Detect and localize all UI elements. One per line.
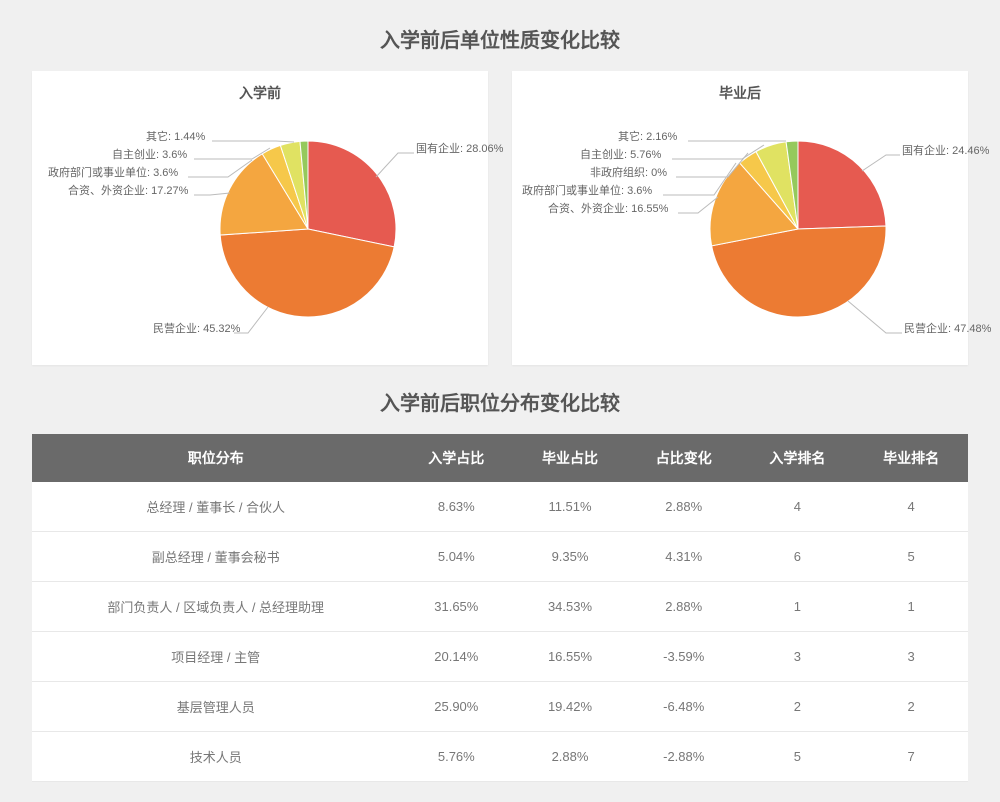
pie-label: 民营企业: 47.48% [904, 323, 991, 336]
table-cell: 5.04% [399, 532, 513, 582]
position-table: 职位分布入学占比毕业占比占比变化入学排名毕业排名 总经理 / 董事长 / 合伙人… [32, 434, 968, 782]
table-cell: 11.51% [513, 482, 627, 532]
table-cell: 总经理 / 董事长 / 合伙人 [32, 482, 399, 532]
leader-line [862, 155, 900, 171]
table-cell: 9.35% [513, 532, 627, 582]
table-cell: 副总经理 / 董事会秘书 [32, 532, 399, 582]
pie-label: 国有企业: 28.06% [416, 143, 503, 156]
table-cell: 6 [741, 532, 855, 582]
leader-line [376, 153, 414, 177]
pie-slice [220, 229, 394, 317]
table-row: 项目经理 / 主管20.14%16.55%-3.59%33 [32, 632, 968, 682]
table-cell: 16.55% [513, 632, 627, 682]
page-root: 入学前后单位性质变化比较 入学前 国有企业: 28.06% 民营企业: 45.32… [0, 0, 1000, 802]
table-cell: 1 [741, 582, 855, 632]
table-cell: 2 [741, 682, 855, 732]
pie-slice [798, 141, 886, 229]
leader-line [194, 193, 230, 195]
pie-slice [308, 141, 396, 247]
table-header-cell: 入学排名 [741, 434, 855, 482]
table-cell: 2 [854, 682, 968, 732]
table-cell: 3 [854, 632, 968, 682]
table-cell: 5 [854, 532, 968, 582]
chart-title-before: 入学前 [38, 83, 482, 103]
table-cell: 31.65% [399, 582, 513, 632]
table-cell: 5.76% [399, 732, 513, 782]
table-cell: 8.63% [399, 482, 513, 532]
table-head: 职位分布入学占比毕业占比占比变化入学排名毕业排名 [32, 434, 968, 482]
table-header-cell: 毕业排名 [854, 434, 968, 482]
table-cell: 7 [854, 732, 968, 782]
table-cell: 2.88% [513, 732, 627, 782]
table-cell: 5 [741, 732, 855, 782]
pie-label: 国有企业: 24.46% [902, 145, 989, 158]
table-body: 总经理 / 董事长 / 合伙人8.63%11.51%2.88%44副总经理 / … [32, 482, 968, 782]
table-cell: 20.14% [399, 632, 513, 682]
table-row: 总经理 / 董事长 / 合伙人8.63%11.51%2.88%44 [32, 482, 968, 532]
table-header-cell: 毕业占比 [513, 434, 627, 482]
table-header-cell: 入学占比 [399, 434, 513, 482]
pie-chart-before: 国有企业: 28.06%民营企业: 45.32%合资、外资企业: 17.27%政… [38, 111, 482, 351]
pie-label: 其它: 1.44% [146, 131, 205, 144]
table-cell: 3 [741, 632, 855, 682]
table-cell: 基层管理人员 [32, 682, 399, 732]
leader-line [848, 301, 902, 333]
table-row: 部门负责人 / 区域负责人 / 总经理助理31.65%34.53%2.88%11 [32, 582, 968, 632]
table-cell: 部门负责人 / 区域负责人 / 总经理助理 [32, 582, 399, 632]
table-cell: -3.59% [627, 632, 741, 682]
table-cell: 2.88% [627, 482, 741, 532]
pie-label: 自主创业: 5.76% [580, 149, 661, 162]
charts-row: 入学前 国有企业: 28.06% 民营企业: 45.32% 合资、外资企业: 17.… [32, 71, 968, 365]
chart-panel-before: 入学前 国有企业: 28.06%民营企业: 45.32%合资、外资企业: 17.… [32, 71, 488, 365]
pie-chart-after: 国有企业: 24.46%民营企业: 47.48%合资、外资企业: 16.55%政… [518, 111, 962, 351]
table-cell: -6.48% [627, 682, 741, 732]
table-cell: 19.42% [513, 682, 627, 732]
table-cell: 4.31% [627, 532, 741, 582]
table-row: 技术人员5.76%2.88%-2.88%57 [32, 732, 968, 782]
table-cell: 4 [741, 482, 855, 532]
section1-title: 入学前后单位性质变化比较 [32, 24, 968, 53]
table-cell: 1 [854, 582, 968, 632]
table-cell: 25.90% [399, 682, 513, 732]
table-cell: 4 [854, 482, 968, 532]
pie-label: 民营企业: 45.32% [153, 323, 240, 336]
table-cell: 技术人员 [32, 732, 399, 782]
pie-label: 政府部门或事业单位: 3.6% [48, 167, 178, 180]
table-cell: 2.88% [627, 582, 741, 632]
table-header-cell: 占比变化 [627, 434, 741, 482]
pie-label: 合资、外资企业: 16.55% [548, 203, 668, 216]
table-header-cell: 职位分布 [32, 434, 399, 482]
table-cell: 34.53% [513, 582, 627, 632]
chart-title-after: 毕业后 [518, 83, 962, 103]
pie-label: 非政府组织: 0% [590, 167, 667, 180]
pie-label: 政府部门或事业单位: 3.6% [522, 185, 652, 198]
table-row: 副总经理 / 董事会秘书5.04%9.35%4.31%65 [32, 532, 968, 582]
chart-panel-after: 毕业后 国有企业: 24.46%民营企业: 47.48%合资、外资企业: 16.… [512, 71, 968, 365]
table-cell: 项目经理 / 主管 [32, 632, 399, 682]
pie-label: 自主创业: 3.6% [112, 149, 187, 162]
pie-label: 其它: 2.16% [618, 131, 677, 144]
pie-label: 合资、外资企业: 17.27% [68, 185, 188, 198]
table-cell: -2.88% [627, 732, 741, 782]
section2-title: 入学前后职位分布变化比较 [32, 387, 968, 416]
table-row: 基层管理人员25.90%19.42%-6.48%22 [32, 682, 968, 732]
leader-line [212, 141, 294, 142]
